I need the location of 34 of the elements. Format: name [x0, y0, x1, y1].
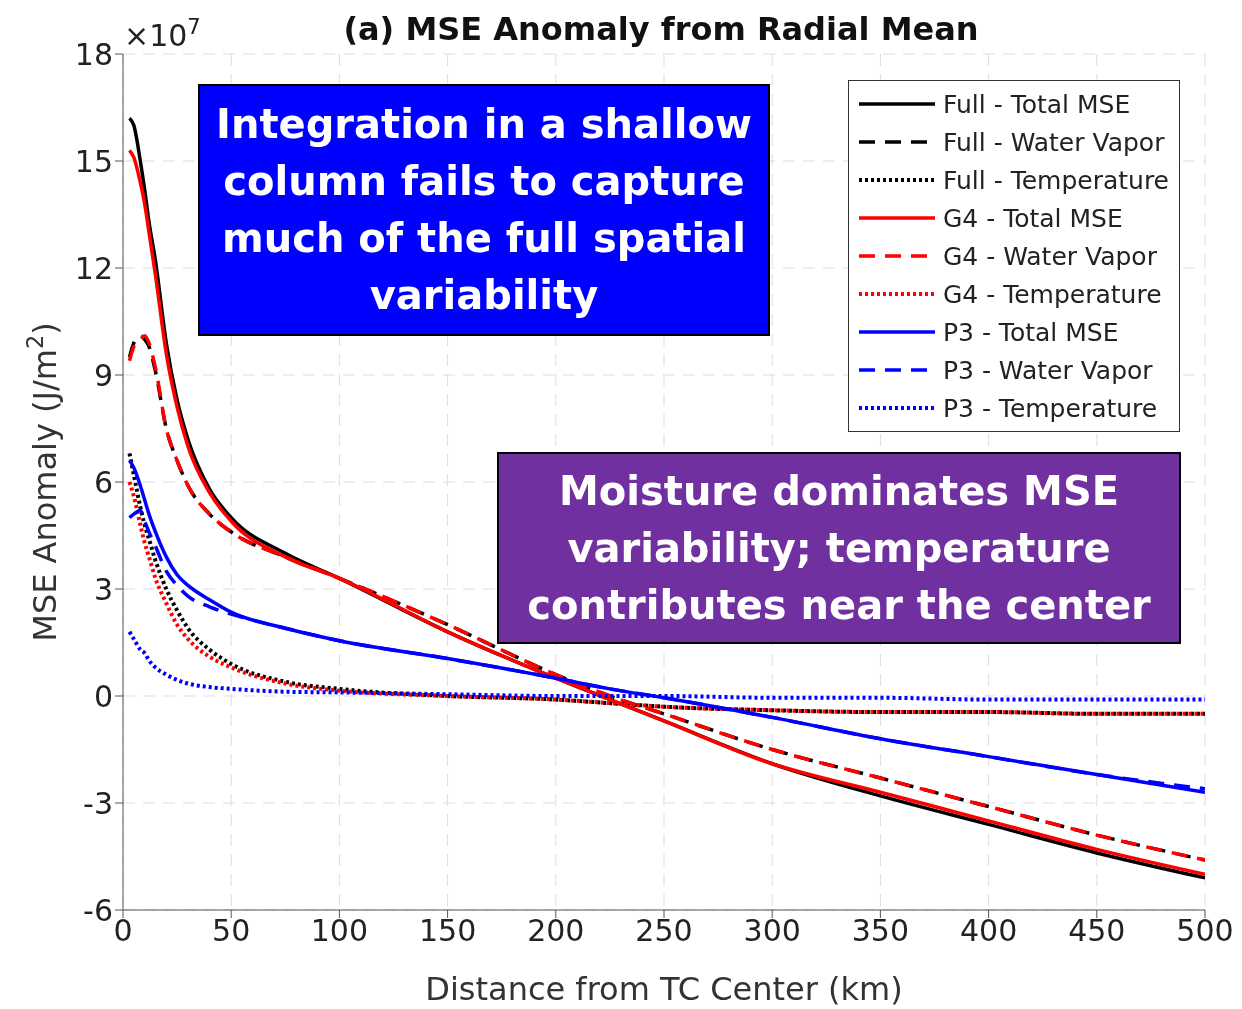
text: ×10$^{7}$: [124, 15, 201, 53]
x-tick-label: 150: [418, 913, 477, 949]
y-tick-label: 0: [93, 678, 113, 714]
x-tick-label: 500: [1176, 913, 1234, 949]
y-tick-label: 18: [74, 36, 113, 72]
annotation: Moisture dominates MSE variability; temperature contributes near the center: [497, 452, 1181, 644]
x-tick-label: 250: [635, 913, 693, 949]
annotation: Integration in a shallow column fails to capture much of the full spatial variability: [198, 84, 770, 336]
y-tick-label: -3: [83, 785, 113, 821]
y-tick-label: 6: [93, 464, 113, 500]
x-tick-label: 450: [1068, 913, 1126, 949]
y-tick-label: 15: [74, 143, 113, 179]
legend-label: G4 - Total MSE: [942, 203, 1123, 233]
x-tick-label: 50: [212, 913, 251, 949]
legend-label: Full - Temperature: [942, 165, 1169, 195]
legend-label: P3 - Total MSE: [942, 317, 1119, 347]
y-tick-label: 12: [74, 250, 113, 286]
y-tick-label: 9: [93, 357, 113, 393]
legend-label: P3 - Temperature: [942, 393, 1158, 423]
legend-label: Full - Water Vapor: [942, 127, 1165, 157]
x-tick-label: 100: [310, 913, 369, 949]
legend-label: G4 - Water Vapor: [942, 241, 1157, 271]
x-tick-label: 200: [527, 913, 585, 949]
x-tick-label: 300: [743, 913, 801, 949]
x-tick-label: 350: [851, 913, 910, 949]
x-tick-label: 400: [959, 913, 1018, 949]
y-tick-label: -6: [83, 892, 113, 928]
legend-label: Full - Total MSE: [942, 89, 1131, 119]
x-axis-title: Distance from TC Center (km): [425, 970, 903, 1008]
line-series: [127, 458, 1205, 795]
chart-title: (a) MSE Anomaly from Radial Mean: [343, 10, 979, 48]
legend-label: P3 - Water Vapor: [942, 355, 1153, 385]
legend-label: G4 - Temperature: [942, 279, 1162, 309]
y-tick-label: 3: [93, 571, 113, 607]
